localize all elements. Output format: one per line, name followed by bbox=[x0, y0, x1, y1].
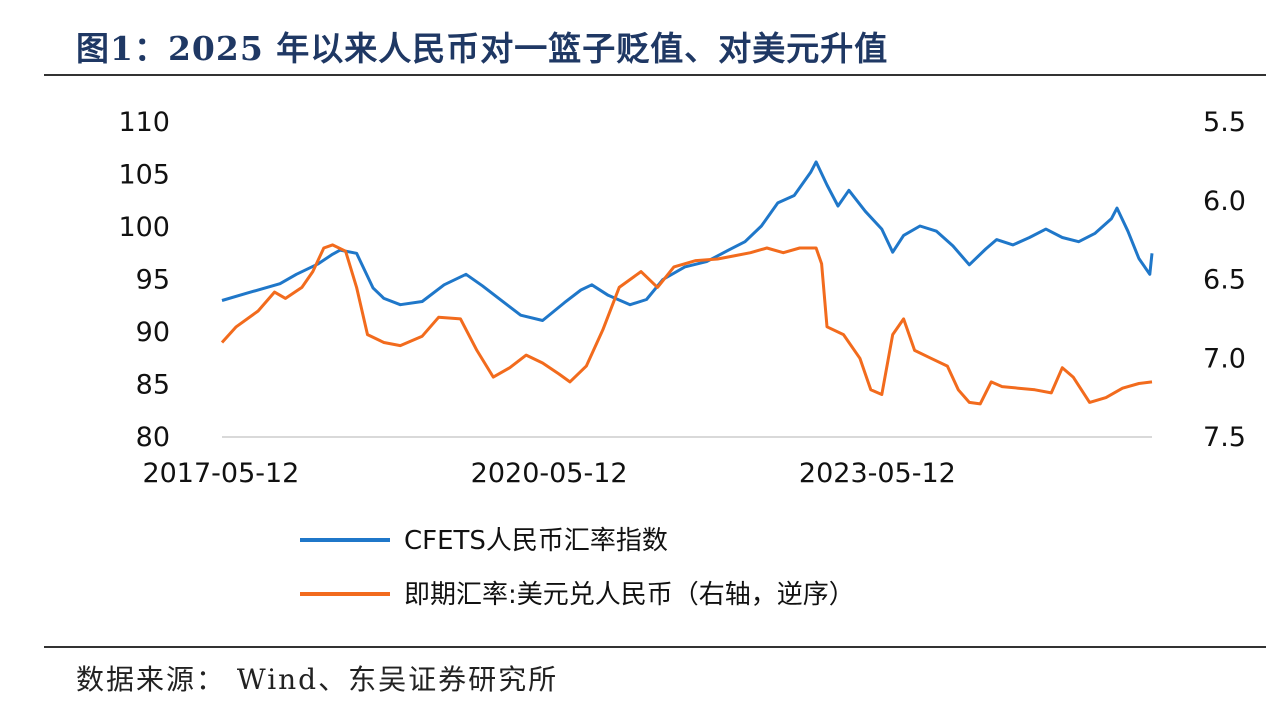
right-axis-tick-label: 7.0 bbox=[1203, 343, 1246, 374]
x-axis-tick-label: 2020-05-12 bbox=[471, 458, 628, 489]
right-axis-tick-label: 5.5 bbox=[1203, 107, 1246, 138]
left-axis-tick-label: 105 bbox=[118, 160, 170, 191]
chart-lines bbox=[220, 160, 1154, 406]
left-axis-tick-label: 90 bbox=[136, 317, 170, 348]
source-note: 数据来源： Wind、东吴证券研究所 bbox=[76, 663, 559, 696]
left-axis-tick-label: 80 bbox=[136, 422, 170, 453]
chart-title: 图1：2025 年以来人民币对一篮子贬值、对美元升值 bbox=[76, 29, 889, 68]
right-axis-tick-label: 6.5 bbox=[1203, 265, 1246, 296]
legend-label: 即期汇率:美元兑人民币（右轴，逆序） bbox=[404, 580, 855, 610]
series-line-usdcny-spot bbox=[220, 243, 1153, 406]
chart-axes: 80 85 90 95 100 105 110 5.5 6.0 6.5 7.0 7.5 2017-05-… bbox=[118, 107, 1246, 489]
series-line-cfets-index bbox=[221, 160, 1154, 322]
source-divider bbox=[44, 646, 1266, 648]
legend-label: CFETS人民币汇率指数 bbox=[404, 526, 668, 556]
right-axis-tick-label: 6.0 bbox=[1203, 186, 1246, 217]
x-axis-tick-label: 2023-05-12 bbox=[799, 458, 956, 489]
left-axis-tick-label: 100 bbox=[118, 212, 170, 243]
title-divider bbox=[44, 74, 1266, 76]
left-axis-tick-label: 110 bbox=[118, 107, 170, 138]
left-axis-tick-label: 95 bbox=[136, 265, 170, 296]
x-axis-tick-label: 2017-05-12 bbox=[142, 458, 299, 489]
left-axis-tick-label: 85 bbox=[136, 370, 170, 401]
right-axis-tick-label: 7.5 bbox=[1203, 422, 1246, 453]
